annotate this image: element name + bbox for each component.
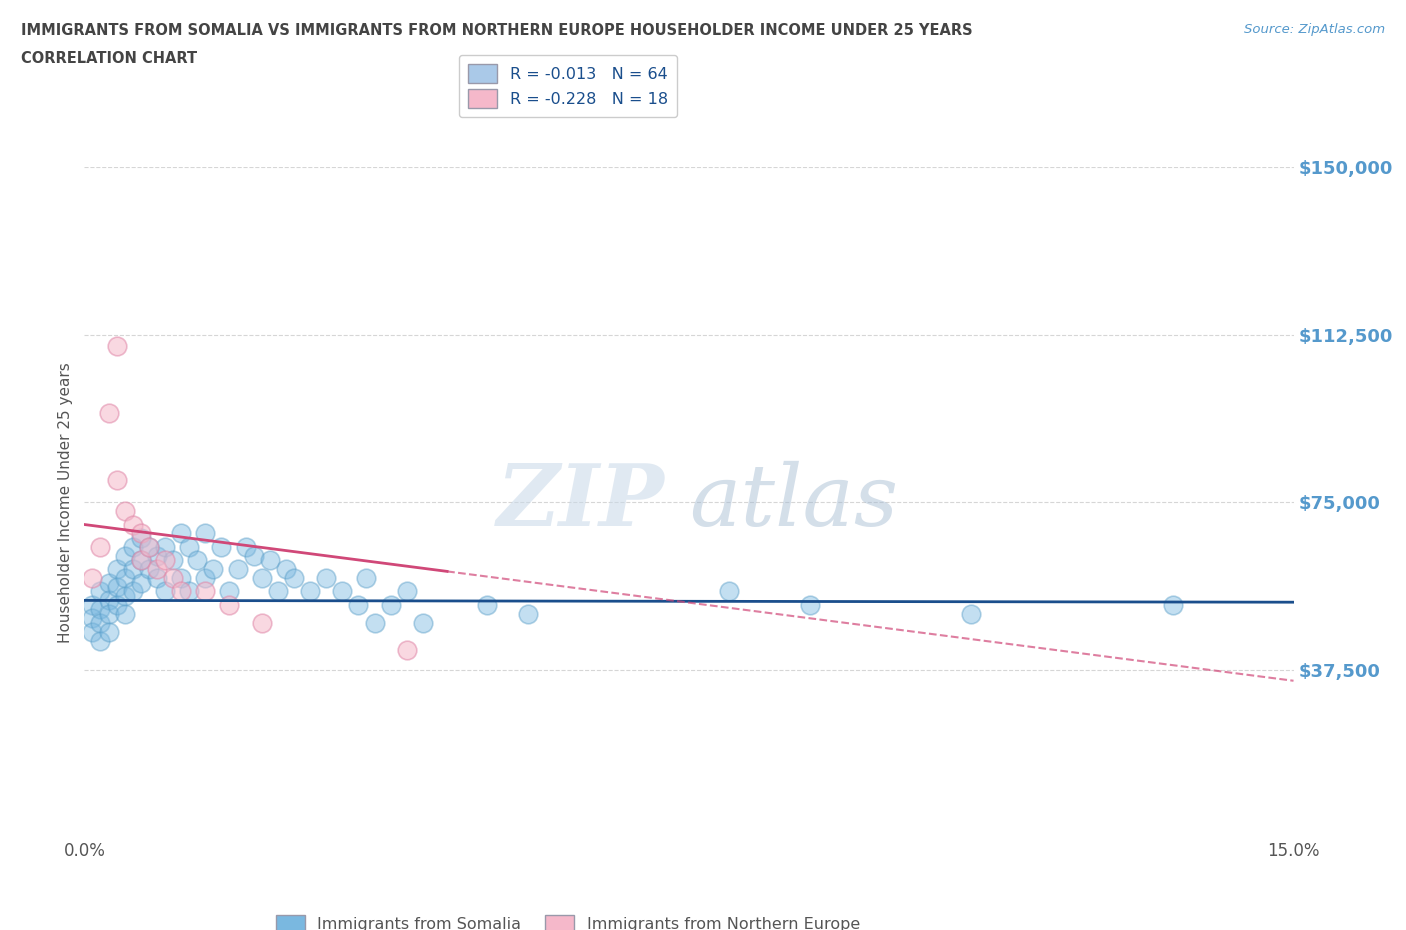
Point: [162, 552, 184, 567]
Point: [82, 571, 104, 586]
Point: [218, 597, 240, 612]
Point: [89, 539, 111, 554]
Point: [267, 584, 290, 599]
Text: ZIP: ZIP: [496, 460, 665, 544]
Point: [516, 606, 538, 621]
Point: [315, 571, 337, 586]
Point: [97, 606, 120, 621]
Point: [114, 571, 136, 586]
Point: [960, 606, 983, 621]
Point: [129, 526, 152, 541]
Point: [138, 562, 160, 577]
Point: [82, 624, 104, 639]
Point: [121, 517, 143, 532]
Point: [250, 571, 273, 586]
Point: [179, 584, 201, 599]
Text: Source: ZipAtlas.com: Source: ZipAtlas.com: [1244, 23, 1385, 36]
Point: [105, 472, 128, 487]
Point: [138, 539, 160, 554]
Point: [179, 539, 201, 554]
Point: [170, 526, 193, 541]
Point: [170, 584, 193, 599]
Point: [186, 552, 208, 567]
Point: [412, 616, 434, 631]
Point: [250, 616, 273, 631]
Point: [718, 584, 741, 599]
Point: [347, 597, 370, 612]
Point: [129, 530, 152, 545]
Point: [153, 539, 176, 554]
Point: [89, 616, 111, 631]
Point: [170, 571, 193, 586]
Point: [97, 405, 120, 420]
Point: [356, 571, 378, 586]
Point: [330, 584, 353, 599]
Point: [97, 593, 120, 608]
Point: [283, 571, 305, 586]
Point: [129, 575, 152, 590]
Point: [105, 579, 128, 594]
Point: [209, 539, 232, 554]
Point: [114, 606, 136, 621]
Point: [121, 539, 143, 554]
Point: [89, 584, 111, 599]
Point: [146, 562, 169, 577]
Point: [162, 571, 184, 586]
Point: [129, 552, 152, 567]
Point: [242, 549, 264, 564]
Point: [105, 597, 128, 612]
Point: [97, 575, 120, 590]
Point: [82, 611, 104, 626]
Point: [114, 504, 136, 519]
Point: [259, 552, 281, 567]
Point: [395, 584, 418, 599]
Point: [146, 549, 169, 564]
Point: [1161, 597, 1184, 612]
Y-axis label: Householder Income Under 25 years: Householder Income Under 25 years: [58, 362, 73, 643]
Point: [395, 642, 418, 657]
Point: [194, 584, 217, 599]
Point: [105, 562, 128, 577]
Point: [153, 552, 176, 567]
Point: [89, 602, 111, 617]
Point: [202, 562, 225, 577]
Text: CORRELATION CHART: CORRELATION CHART: [21, 51, 197, 66]
Point: [226, 562, 249, 577]
Point: [218, 584, 240, 599]
Point: [380, 597, 402, 612]
Point: [194, 571, 217, 586]
Point: [799, 597, 821, 612]
Point: [194, 526, 217, 541]
Point: [153, 584, 176, 599]
Point: [138, 539, 160, 554]
Point: [477, 597, 499, 612]
Point: [89, 633, 111, 648]
Point: [114, 549, 136, 564]
Point: [274, 562, 297, 577]
Point: [105, 339, 128, 353]
Point: [129, 552, 152, 567]
Point: [235, 539, 257, 554]
Point: [121, 562, 143, 577]
Point: [363, 616, 385, 631]
Point: [82, 597, 104, 612]
Text: IMMIGRANTS FROM SOMALIA VS IMMIGRANTS FROM NORTHERN EUROPE HOUSEHOLDER INCOME UN: IMMIGRANTS FROM SOMALIA VS IMMIGRANTS FR…: [21, 23, 973, 38]
Legend: Immigrants from Somalia, Immigrants from Northern Europe: Immigrants from Somalia, Immigrants from…: [266, 905, 870, 930]
Point: [97, 624, 120, 639]
Point: [114, 589, 136, 604]
Point: [146, 571, 169, 586]
Point: [299, 584, 322, 599]
Point: [121, 584, 143, 599]
Text: atlas: atlas: [689, 461, 898, 543]
